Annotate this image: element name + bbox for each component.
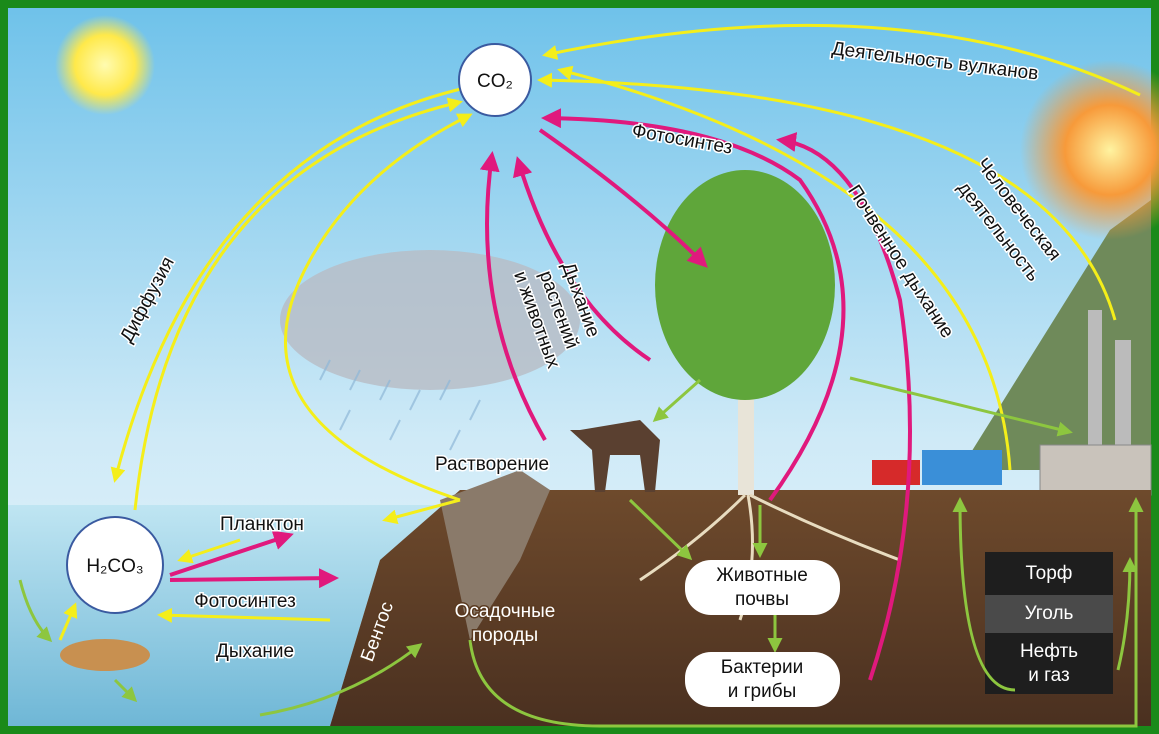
carbon-cycle-diagram: CO₂ H₂CO₃ Деятельность вулканов Фотосинт… xyxy=(0,0,1159,734)
bacteria-label: и грибы xyxy=(728,681,797,702)
chimney xyxy=(1115,340,1131,450)
sun xyxy=(55,15,155,115)
chimney xyxy=(1088,310,1102,450)
dissolution-label: Растворение xyxy=(435,454,549,475)
plankton-label: Планктон xyxy=(220,514,304,535)
factory xyxy=(1040,445,1151,495)
bacteria-label: Бактерии xyxy=(721,657,803,678)
fish xyxy=(60,639,150,671)
sediments-label: породы xyxy=(472,625,538,646)
tree-crown xyxy=(655,170,835,400)
oil-label: и газ xyxy=(1028,665,1069,686)
photosynthesis-water-label: Фотосинтез xyxy=(194,591,296,612)
oil-label: Нефть xyxy=(1020,641,1078,662)
respiration-water-label: Дыхание xyxy=(216,641,294,662)
soil-animals-label: Животные xyxy=(716,565,808,586)
h2co3-label: H₂CO₃ xyxy=(86,556,143,577)
soil-animals-label: почвы xyxy=(735,589,789,610)
co2-label: CO₂ xyxy=(477,71,513,92)
coal-label: Уголь xyxy=(1025,603,1074,624)
truck-cab xyxy=(872,460,920,485)
sediments-label: Осадочные xyxy=(455,601,556,622)
truck xyxy=(922,450,1002,485)
peat-label: Торф xyxy=(1026,563,1073,584)
